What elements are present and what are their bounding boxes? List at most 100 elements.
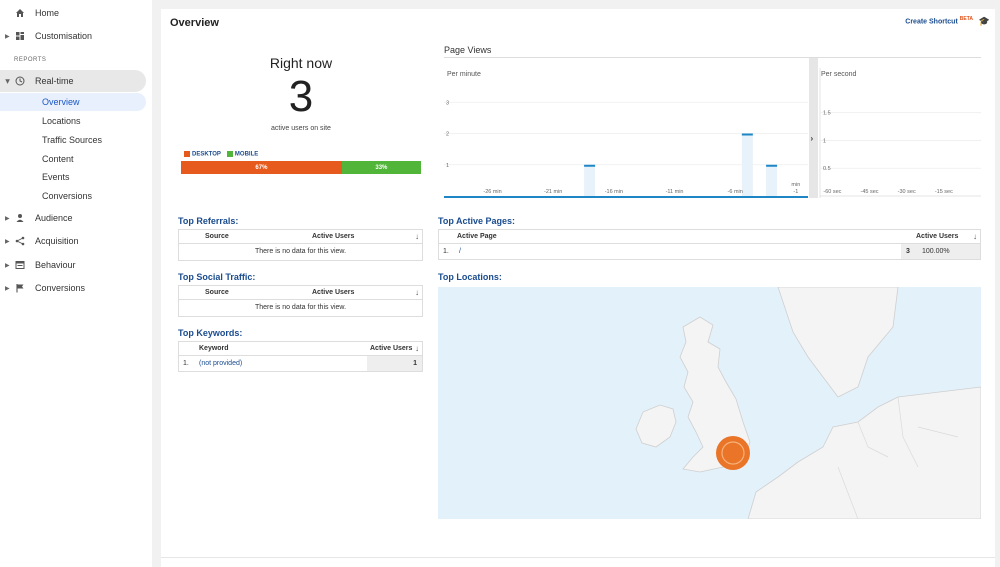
keyword-link[interactable]: (not provided) xyxy=(199,360,243,367)
mobile-segment: 33% xyxy=(341,161,421,174)
y-tick-label: 2 xyxy=(446,132,449,138)
nav-realtime-content[interactable]: Content xyxy=(42,154,74,164)
nav-realtime[interactable]: ▶ Real-time xyxy=(0,70,146,92)
sort-down-icon[interactable]: ↓ xyxy=(415,344,419,353)
table-header: Source Active Users ↓ xyxy=(179,286,422,300)
x-tick-label-extra: min xyxy=(791,182,800,188)
chevron-right-icon: ▶ xyxy=(5,285,10,292)
col-source[interactable]: Source xyxy=(205,233,229,240)
right-now-title: Right now xyxy=(269,55,333,71)
per-minute-label: Per minute xyxy=(447,71,481,78)
table-row: 1. (not provided) 1 xyxy=(179,356,422,371)
bar-fill xyxy=(584,164,596,196)
col-keyword[interactable]: Keyword xyxy=(199,345,229,352)
bar xyxy=(741,133,753,136)
sort-down-icon[interactable]: ↓ xyxy=(415,232,419,241)
top-keywords-table: Keyword Active Users ↓ 1. (not provided)… xyxy=(178,341,423,372)
x-tick-label: -6 min xyxy=(728,189,743,195)
top-referrals-table: Source Active Users ↓ There is no data f… xyxy=(178,229,423,261)
col-active-users[interactable]: Active Users xyxy=(312,233,355,240)
page-users: 3 xyxy=(906,248,910,255)
map-great-britain xyxy=(679,316,751,473)
nav-realtime-overview[interactable]: Overview xyxy=(0,93,146,111)
nav-audience[interactable]: ▶ Audience xyxy=(0,207,146,229)
active-users-subtitle: active users on site xyxy=(271,125,331,132)
table-header: Active Page Active Users ↓ xyxy=(439,230,980,244)
reports-section-label: REPORTS xyxy=(14,57,47,63)
table-header: Keyword Active Users ↓ xyxy=(179,342,422,356)
map-svg xyxy=(635,287,981,519)
x-tick-label: -21 min xyxy=(544,189,562,195)
empty-message: There is no data for this view. xyxy=(254,248,347,255)
nav-realtime-conversions[interactable]: Conversions xyxy=(42,191,93,201)
sort-down-icon[interactable]: ↓ xyxy=(973,232,977,241)
x-tick-label: -1 xyxy=(793,189,798,195)
nav-realtime-traffic-sources[interactable]: Traffic Sources xyxy=(42,135,103,145)
top-referrals-title: Top Referrals: xyxy=(178,216,239,226)
device-legend: DESKTOP MOBILE xyxy=(184,151,258,158)
top-pages-table: Active Page Active Users ↓ 1. / 3 100.00… xyxy=(438,229,981,260)
page-link[interactable]: / xyxy=(459,248,461,255)
top-keywords-title: Top Keywords: xyxy=(178,328,243,338)
page-title: Overview xyxy=(170,17,219,29)
bar-fill xyxy=(741,133,753,196)
row-index: 1. xyxy=(443,248,449,255)
chevron-right-icon: ▶ xyxy=(5,215,10,222)
locations-map[interactable] xyxy=(438,287,981,519)
map-ireland xyxy=(635,404,677,448)
clock-icon xyxy=(15,76,25,86)
mobile-swatch xyxy=(226,151,233,157)
page-views-chart: Per minute Per second › 1 2 3 -26 min -21 mi… xyxy=(444,57,981,198)
nav-behaviour-label: Behaviour xyxy=(35,260,76,270)
x-tick-label: -60 sec xyxy=(823,189,841,195)
nav-home-label: Home xyxy=(35,8,60,18)
nav-customisation-label: Customisation xyxy=(35,31,93,41)
main-panel: Overview Create Shortcut BETA 🎓 Right no… xyxy=(161,9,995,557)
col-active-page[interactable]: Active Page xyxy=(457,233,497,240)
nav-conversions[interactable]: ▶ Conversions xyxy=(0,277,146,299)
nav-acquisition[interactable]: ▶ Acquisition xyxy=(0,230,146,252)
col-active-users[interactable]: Active Users xyxy=(916,233,959,240)
desktop-swatch xyxy=(184,151,190,157)
col-active-users[interactable]: Active Users xyxy=(312,289,355,296)
chevron-right-icon[interactable]: › xyxy=(811,134,814,143)
nav-realtime-label: Real-time xyxy=(35,76,74,86)
sidebar: Home ▶ Customisation REPORTS ▶ Real-time… xyxy=(0,0,152,567)
top-social-table: Source Active Users ↓ There is no data f… xyxy=(178,285,423,317)
x-tick-label: -16 min xyxy=(605,189,623,195)
y-tick-label: 3 xyxy=(446,100,449,106)
nav-realtime-events[interactable]: Events xyxy=(42,172,70,182)
active-users-count: 3 xyxy=(288,72,314,121)
nav-audience-label: Audience xyxy=(35,213,73,223)
col-active-users[interactable]: Active Users xyxy=(370,345,413,352)
y-tick-label: 0.5 xyxy=(823,166,831,172)
location-marker-ring xyxy=(721,441,745,465)
page-views-title: Page Views xyxy=(444,45,492,55)
y-tick-label: 1 xyxy=(823,138,826,144)
empty-message: There is no data for this view. xyxy=(254,304,347,311)
person-icon xyxy=(16,214,24,222)
col-source[interactable]: Source xyxy=(205,289,229,296)
create-shortcut-link[interactable]: Create Shortcut BETA xyxy=(905,16,973,25)
nav-customisation[interactable]: ▶ Customisation xyxy=(0,25,146,47)
x-tick-label: -45 sec xyxy=(861,189,879,195)
x-tick-label: -30 sec xyxy=(898,189,916,195)
graduation-cap-icon[interactable]: 🎓 xyxy=(978,16,990,26)
per-second-label: Per second xyxy=(821,71,857,78)
page-views-svg: Per minute Per second › 1 2 3 -26 min -21 mi… xyxy=(444,58,981,198)
browser-window-icon xyxy=(15,261,25,269)
chevron-right-icon: ▶ xyxy=(5,238,10,245)
nav-behaviour[interactable]: ▶ Behaviour xyxy=(0,254,146,276)
nav-home[interactable]: Home xyxy=(0,2,146,24)
top-pages-title: Top Active Pages: xyxy=(438,216,516,226)
table-row: 1. / 3 100.00% xyxy=(439,244,980,259)
x-tick-label: -11 min xyxy=(666,189,684,195)
y-tick-label: 1 xyxy=(446,163,449,169)
page-users-pct: 100.00% xyxy=(922,248,950,255)
sort-down-icon[interactable]: ↓ xyxy=(415,288,419,297)
location-marker[interactable] xyxy=(716,436,750,470)
row-index: 1. xyxy=(183,360,189,367)
nav-realtime-locations[interactable]: Locations xyxy=(42,116,81,126)
top-locations-title: Top Locations: xyxy=(438,272,502,282)
chart-divider[interactable] xyxy=(809,58,818,198)
